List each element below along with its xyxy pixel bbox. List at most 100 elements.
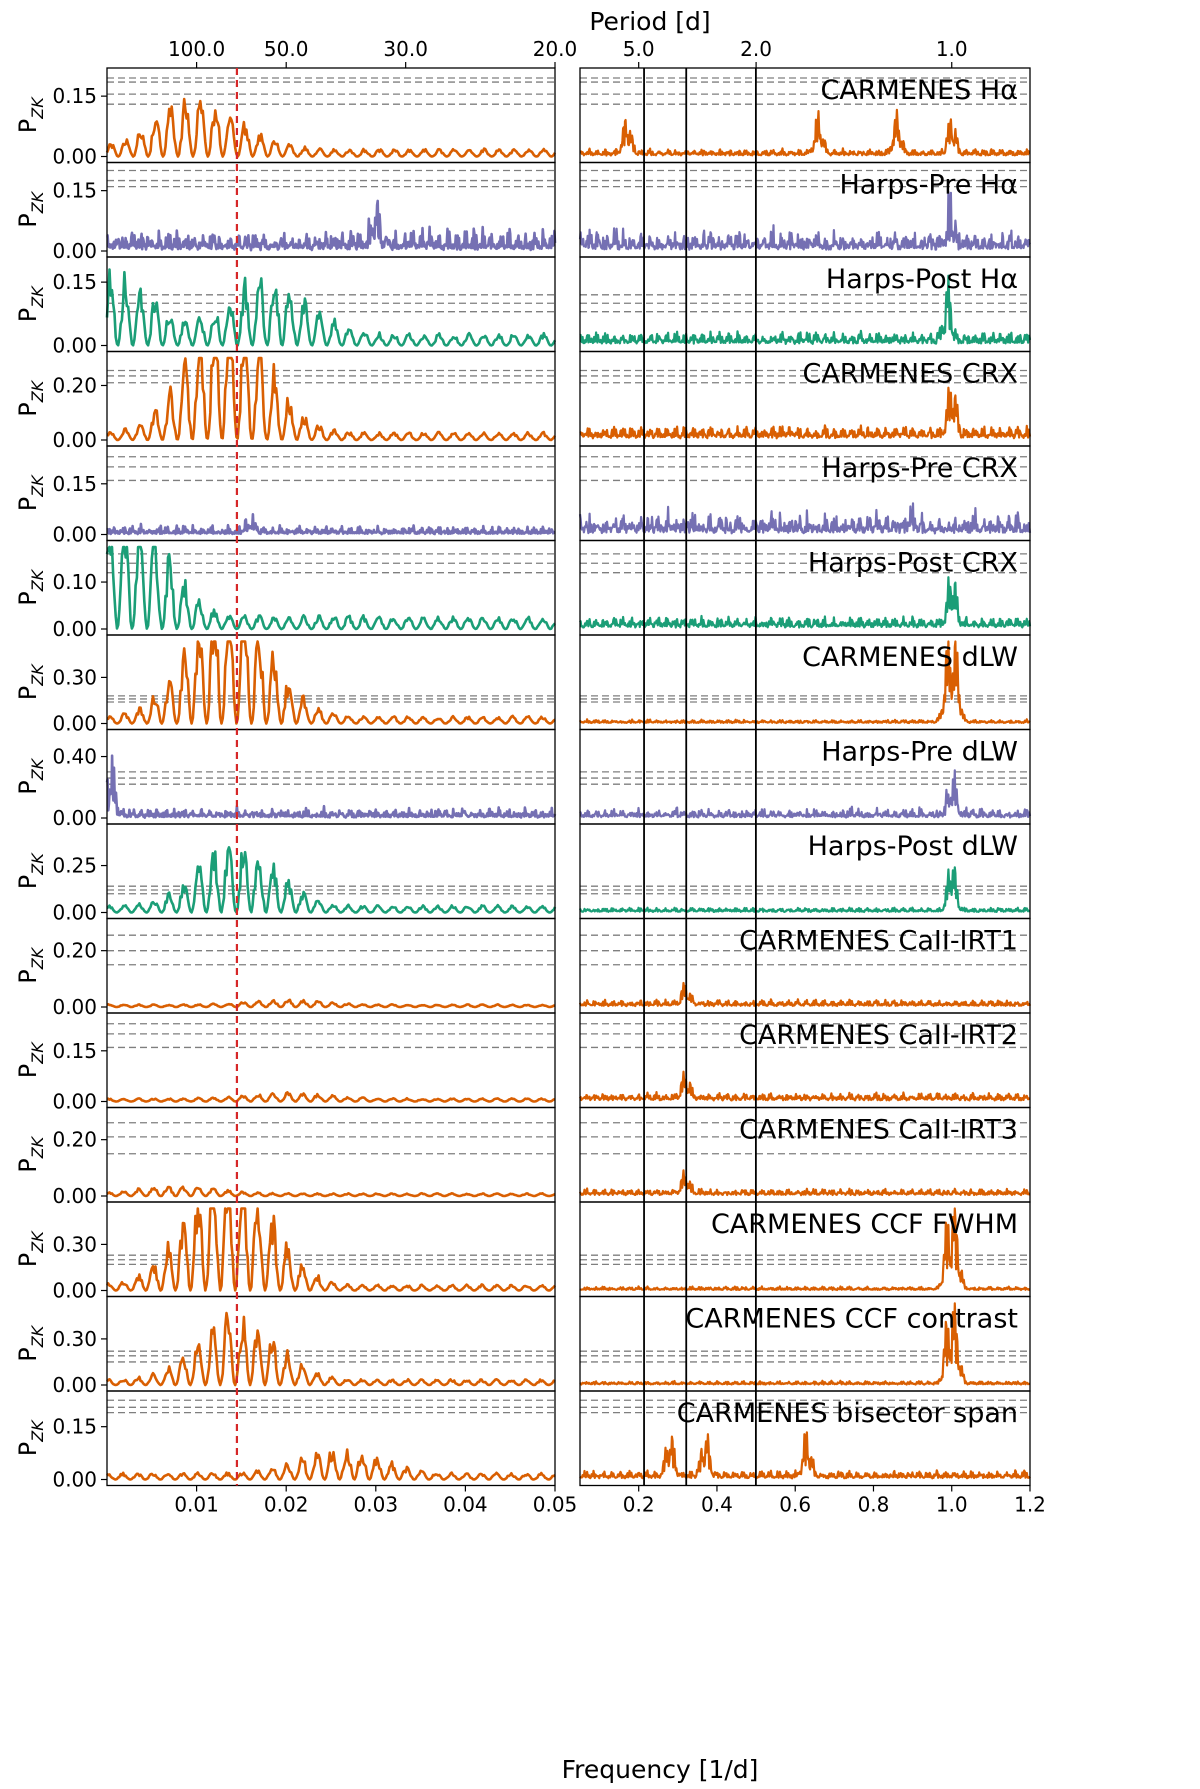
right_axis-period-tick-label-0: 5.0 <box>623 37 655 61</box>
panel-frame-L-11 <box>106 1106 556 1203</box>
ylabel-sub: ZK <box>28 1041 47 1065</box>
ytick-label-3-1: 0.20 <box>52 373 97 397</box>
series-line-R-4 <box>578 502 1032 535</box>
ytick-label-6-0: 0.00 <box>52 712 97 736</box>
ylabel-sub: ZK <box>28 379 47 403</box>
right_axis-xtick-label-1: 0.4 <box>701 1493 733 1517</box>
series-line-R-6 <box>578 640 1031 725</box>
panel-frame-L-10 <box>106 1012 556 1109</box>
left_axis-period-tick-label-2: 30.0 <box>383 37 428 61</box>
series-line-R-0 <box>579 108 1031 157</box>
ylabel-main: P <box>14 497 42 511</box>
ylabel-sub: ZK <box>28 1230 47 1254</box>
panel-title-6: CARMENES dLW <box>802 642 1018 673</box>
ylabel-main: P <box>14 1064 42 1078</box>
ytick-label-10-1: 0.15 <box>52 1039 97 1063</box>
ylabel-main: P <box>14 402 42 416</box>
ytick-label-5-0: 0.00 <box>52 617 97 641</box>
series-line-L-8 <box>106 846 557 914</box>
ylabel-main: P <box>14 591 42 605</box>
ytick-label-3-0: 0.00 <box>52 428 97 452</box>
ylabel-main: P <box>14 213 42 227</box>
series-line-L-3 <box>106 356 557 442</box>
ylabel-sub: ZK <box>28 757 47 781</box>
panel-title-0: CARMENES Hα <box>820 75 1018 106</box>
ylabel-main: P <box>14 875 42 889</box>
series-line-L-2 <box>105 268 557 347</box>
series-line-R-12 <box>579 1207 1031 1292</box>
left_axis-xtick-label-1: 0.02 <box>264 1493 309 1517</box>
series-line-R-7 <box>579 769 1032 819</box>
ylabel-sub: ZK <box>28 285 47 309</box>
right_axis-xtick-label-3: 0.8 <box>858 1493 890 1517</box>
panel-title-13: CARMENES CCF contrast <box>685 1304 1018 1335</box>
right_axis-xtick-label-5: 1.2 <box>1014 1493 1046 1517</box>
ylabel-7: PZK <box>14 757 47 794</box>
series-line-L-13 <box>106 1311 556 1387</box>
panel-title-14: CARMENES bisector span <box>677 1398 1018 1429</box>
bottom-axis-label: Frequency [1/d] <box>562 1755 759 1784</box>
panel-title-2: Harps-Post Hα <box>826 264 1018 295</box>
ytick-label-12-0: 0.00 <box>52 1279 97 1303</box>
ytick-label-9-1: 0.20 <box>52 939 97 963</box>
left_axis-period-tick-label-1: 50.0 <box>264 37 309 61</box>
ylabel-main: P <box>14 308 42 322</box>
panel-frame-L-14 <box>106 1390 556 1487</box>
ytick-label-6-1: 0.30 <box>52 665 97 689</box>
ylabel-sub: ZK <box>28 1324 47 1348</box>
ylabel-main: P <box>14 119 42 133</box>
left_axis-xtick-label-4: 0.05 <box>533 1493 578 1517</box>
ytick-label-2-0: 0.00 <box>52 334 97 358</box>
ytick-label-13-1: 0.30 <box>52 1327 97 1351</box>
ylabel-10: PZK <box>14 1041 47 1078</box>
series-line-R-9 <box>578 981 1032 1008</box>
top-axis-label: Period [d] <box>589 7 710 36</box>
ytick-label-11-1: 0.20 <box>52 1128 97 1152</box>
ytick-label-0-1: 0.15 <box>52 84 97 108</box>
ytick-label-7-0: 0.00 <box>52 806 97 830</box>
ylabel-main: P <box>14 1158 42 1172</box>
ylabel-main: P <box>14 1442 42 1456</box>
ylabel-3: PZK <box>14 379 47 416</box>
ylabel-sub: ZK <box>28 474 47 498</box>
ylabel-sub: ZK <box>28 190 47 214</box>
ytick-label-14-1: 0.15 <box>52 1415 97 1439</box>
ylabel-13: PZK <box>14 1324 47 1361</box>
series-line-L-7 <box>105 754 557 819</box>
panel-title-9: CARMENES CaII-IRT1 <box>739 926 1018 957</box>
series-line-L-5 <box>105 545 556 631</box>
ylabel-sub: ZK <box>28 96 47 120</box>
panel-title-1: Harps-Pre Hα <box>839 170 1018 201</box>
ytick-label-13-0: 0.00 <box>52 1373 97 1397</box>
ylabel-1: PZK <box>14 190 47 227</box>
panel-title-3: CARMENES CRX <box>802 359 1018 390</box>
series-line-L-10 <box>106 1091 556 1103</box>
ytick-label-10-0: 0.00 <box>52 1090 97 1114</box>
ylabel-2: PZK <box>14 285 47 322</box>
ylabel-12: PZK <box>14 1230 47 1267</box>
right_axis-xtick-label-0: 0.2 <box>623 1493 655 1517</box>
right_axis-period-tick-label-1: 2.0 <box>740 37 772 61</box>
ylabel-9: PZK <box>14 946 47 983</box>
left_axis-xtick-label-0: 0.01 <box>174 1493 219 1517</box>
ylabel-6: PZK <box>14 663 47 700</box>
ylabel-sub: ZK <box>28 946 47 970</box>
series-line-L-11 <box>106 1185 556 1198</box>
ytick-label-14-0: 0.00 <box>52 1468 97 1492</box>
ytick-label-7-1: 0.40 <box>52 745 97 769</box>
series-line-L-6 <box>106 640 556 725</box>
ylabel-sub: ZK <box>28 1419 47 1443</box>
panel-title-12: CARMENES CCF FWHM <box>711 1209 1018 1240</box>
ylabel-5: PZK <box>14 568 47 605</box>
ylabel-sub: ZK <box>28 663 47 687</box>
ylabel-main: P <box>14 1347 42 1361</box>
series-line-L-1 <box>106 199 557 252</box>
ytick-label-4-1: 0.15 <box>52 472 97 496</box>
ytick-label-1-0: 0.00 <box>52 239 97 263</box>
panel-frame-R-14 <box>579 1390 1031 1487</box>
right_axis-xtick-label-2: 0.6 <box>779 1493 811 1517</box>
series-line-R-3 <box>579 386 1032 440</box>
series-line-L-14 <box>106 1448 556 1481</box>
ytick-label-2-1: 0.15 <box>52 270 97 294</box>
